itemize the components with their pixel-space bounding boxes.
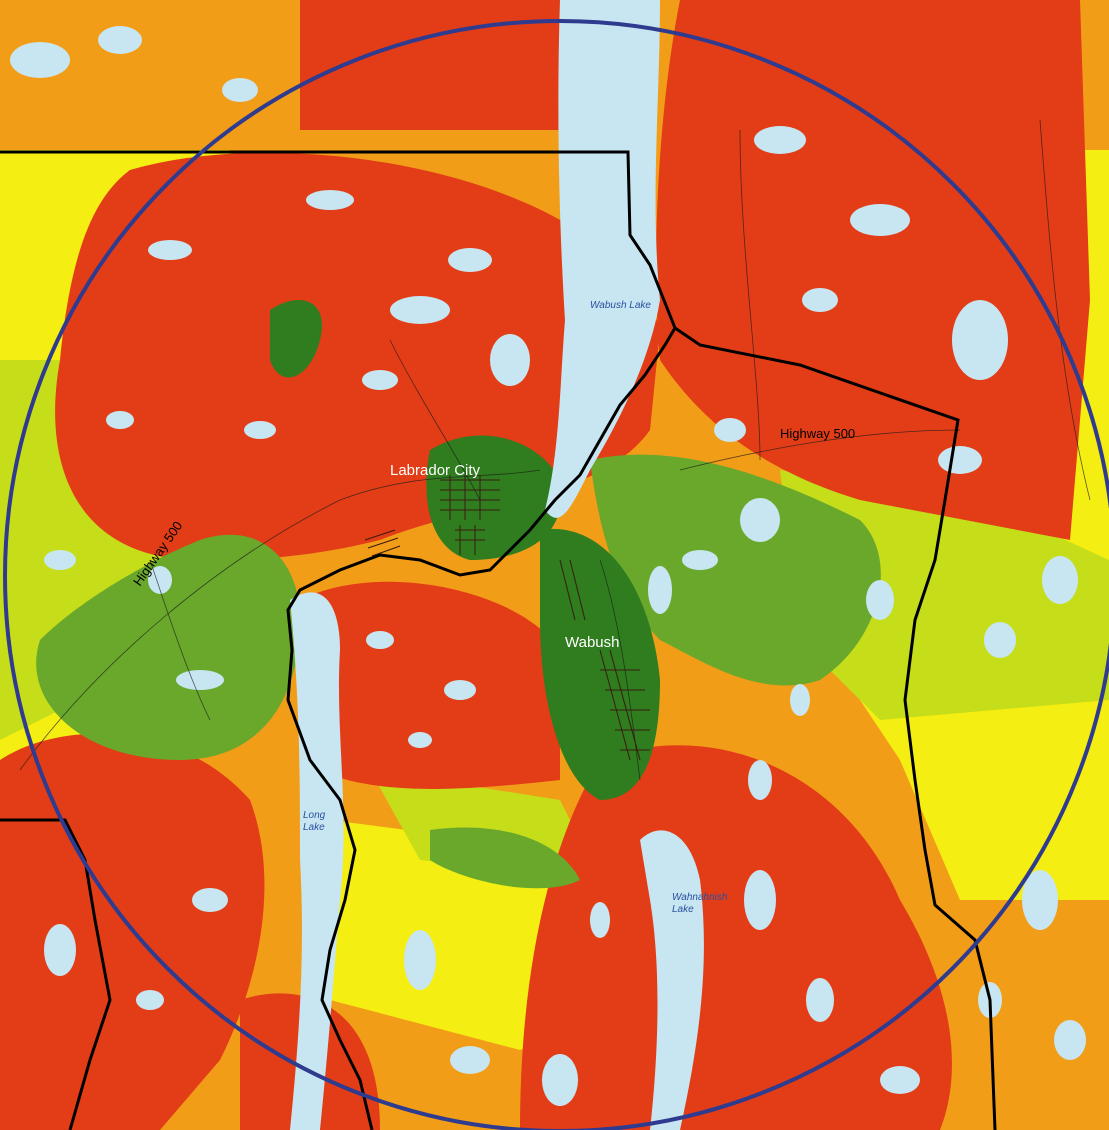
- long-lake: [290, 592, 344, 1130]
- wabush-lake-label: Wabush Lake: [590, 300, 651, 311]
- strong-coverage-area: [270, 300, 322, 378]
- wahnahnish-lake: [640, 830, 704, 1130]
- good-coverage-area: [430, 827, 580, 889]
- long-lake-label: Long Lake: [303, 810, 326, 833]
- wabush-lake: [545, 0, 660, 518]
- wabush-label: Wabush: [565, 634, 620, 651]
- wahnahnish-lake-label: Wahnahnish Lake: [672, 892, 728, 915]
- no-coverage-area: [300, 0, 560, 130]
- wabush-streets: [559, 559, 650, 761]
- small-lakes: [10, 26, 1086, 1106]
- good-coverage-area: [36, 534, 300, 760]
- strong-coverage-area: [540, 528, 660, 800]
- roads: [19, 119, 1091, 781]
- coverage-radius-circle: [3, 19, 1109, 1130]
- no-coverage-area: [520, 745, 952, 1130]
- boundary-lines: [0, 150, 997, 1130]
- no-coverage-area: [300, 581, 560, 789]
- good-coverage-area: [590, 454, 881, 686]
- highway-500-east-label: Highway 500: [780, 426, 856, 441]
- labrador-city-label: Labrador City: [390, 462, 481, 479]
- labrador-city-streets: [364, 475, 500, 557]
